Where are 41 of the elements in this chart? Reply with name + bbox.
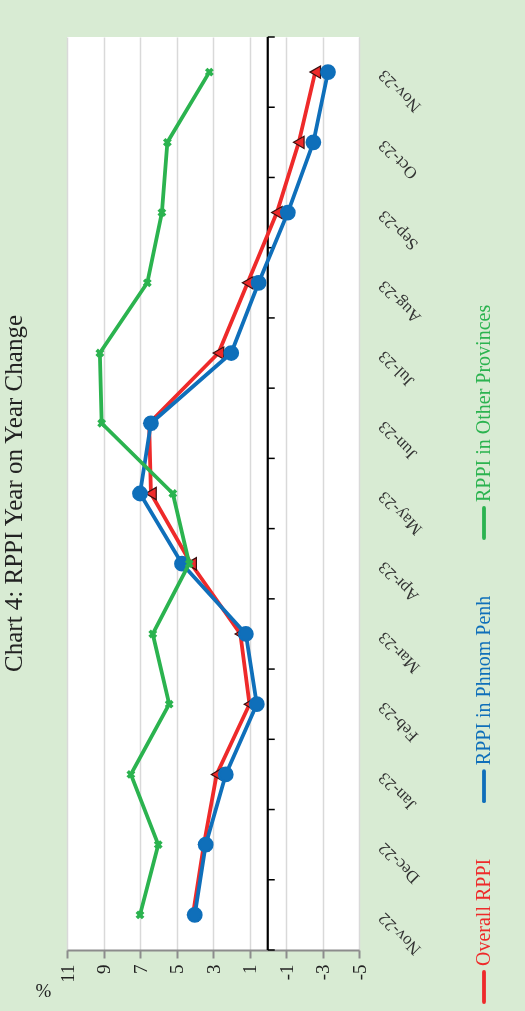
point [162, 137, 172, 147]
x-tick-label: 11 [56, 964, 78, 983]
x-tick-label: 5 [166, 964, 187, 974]
point [142, 278, 152, 288]
point [132, 485, 148, 502]
point [168, 489, 178, 498]
x-axis-title: % [35, 979, 52, 1001]
x-tick-label: -5 [348, 964, 370, 981]
text: RPPI in Phnom Penh [472, 595, 494, 766]
point [320, 64, 336, 80]
point [153, 840, 163, 850]
point [145, 486, 157, 501]
point [186, 907, 203, 923]
x-tick-label: -3 [312, 964, 333, 981]
point [95, 348, 105, 358]
point [217, 766, 234, 783]
x-tick-label: 3 [202, 964, 224, 974]
point [197, 836, 214, 853]
point [157, 208, 167, 217]
point [135, 910, 145, 920]
point [204, 67, 214, 77]
x-tick-label: -1 [275, 964, 297, 981]
x-tick-label: 9 [93, 964, 114, 974]
point [309, 65, 322, 79]
point [212, 346, 225, 360]
text: RPPI in Other Provinces [472, 304, 494, 502]
text: Overall RPPI [472, 858, 494, 966]
point [305, 134, 322, 151]
point [164, 699, 174, 709]
point [292, 135, 305, 150]
x-tick-label: 7 [129, 964, 151, 974]
point [223, 345, 240, 361]
point [148, 629, 158, 639]
x-tick-label: 1 [239, 964, 260, 974]
point [237, 626, 254, 642]
point [250, 274, 267, 291]
text: Chart 4: RPPI Year on Year Change [0, 315, 28, 672]
point [279, 204, 296, 221]
point [126, 770, 136, 779]
point [97, 418, 107, 428]
point [248, 696, 265, 713]
